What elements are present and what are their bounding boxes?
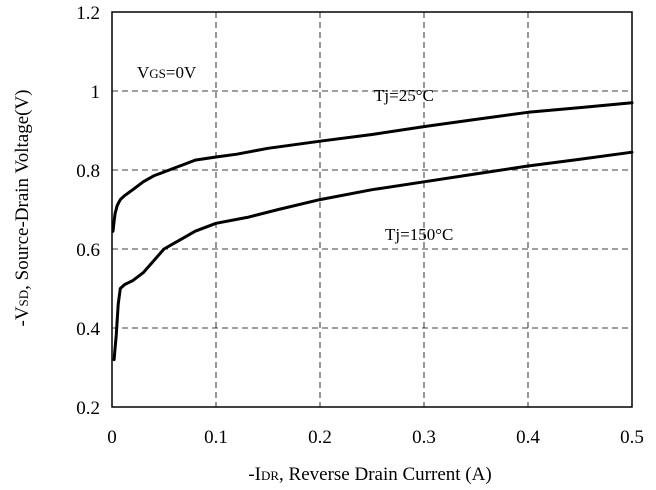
y-axis-title: -VSD, Source-Drain Voltage(V): [12, 89, 33, 326]
y-tick-label: 0.4: [76, 319, 100, 340]
series-group: [111, 101, 634, 362]
x-tick-label: 0.4: [516, 427, 540, 448]
grid-lines: [112, 12, 632, 407]
condition-annotation: VGS=0V: [137, 63, 197, 82]
x-tick-label: 0.1: [204, 427, 228, 448]
series-label-25c: Tj=25°C: [374, 86, 434, 105]
y-tick-label: 0.6: [76, 240, 100, 261]
series-line-150c: [112, 150, 634, 362]
x-tick-label: 0.2: [308, 427, 332, 448]
tick-labels: 0 0.1 0.2 0.3 0.4 0.5 0.2 0.4 0.6 0.8 1 1.2: [76, 3, 644, 448]
series-label-150c: Tj=150°C: [385, 225, 453, 244]
x-tick-label: 0: [107, 427, 117, 448]
y-tick-label: 1.2: [76, 3, 100, 24]
y-tick-label: 0.8: [76, 161, 100, 182]
x-tick-label: 0.5: [620, 427, 644, 448]
x-tick-label: 0.3: [412, 427, 436, 448]
x-axis-title: -IDR, Reverse Drain Current (A): [248, 464, 491, 485]
series-line-25c: [111, 101, 634, 233]
plot-frame: [111, 11, 633, 408]
y-tick-label: 0.2: [76, 398, 100, 419]
y-tick-label: 1: [91, 82, 101, 103]
